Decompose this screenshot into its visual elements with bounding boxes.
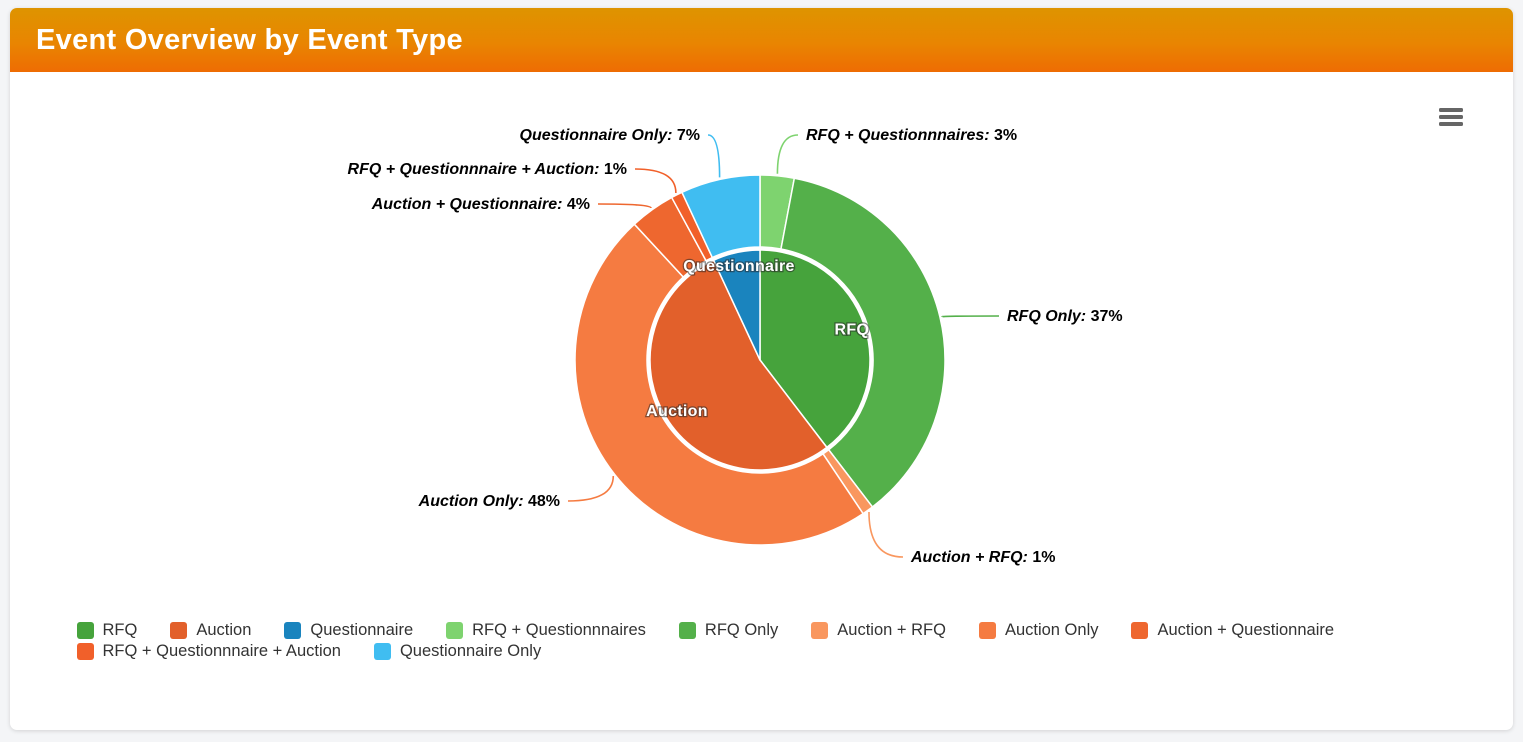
data-label-auction-questionnaire: Auction + Questionnaire: 4% (371, 196, 590, 213)
hamburger-icon (1439, 108, 1463, 126)
inner-label-auction: Auction (646, 403, 708, 420)
pie-slice-rfq[interactable] (759, 249, 871, 449)
legend-swatch-rfq (76, 622, 94, 639)
legend-label-auction-rfq: Auction + RFQ (837, 621, 946, 639)
panel-title: Event Overview by Event Type (36, 23, 463, 56)
ring-slice-rfq-only[interactable] (780, 177, 946, 508)
legend-item-rfq-only[interactable]: RFQ Only (678, 620, 779, 641)
legend-swatch-questionnaire (284, 622, 302, 639)
legend-label-auction-only: Auction Only (1004, 621, 1099, 639)
ring-slice-questionnaire-only[interactable] (681, 174, 761, 259)
inner-label-rfq: RFQ (835, 322, 870, 339)
label-connector-rfq-questionnnaires (776, 134, 799, 174)
label-connector-rfq-only (941, 315, 1000, 318)
label-connector-auction-only (567, 475, 615, 502)
pie-slice-questionnaire[interactable] (712, 249, 761, 361)
event-overview-panel: Event Overview by Event Type RFQ Auction Q… (10, 8, 1513, 730)
legend-swatch-auction-questionnaire (1131, 622, 1149, 639)
legend-swatch-questionnaire-only (373, 643, 391, 660)
inner-label-questionnaire: Questionnaire (683, 258, 794, 275)
legend-swatch-rfq-questionnnaire-auction (76, 643, 94, 660)
legend-label-rfq-only: RFQ Only (704, 621, 779, 639)
label-connector-rfq-questionnnaire-auction (634, 168, 677, 194)
legend-label-questionnaire-only: Questionnaire Only (399, 642, 542, 660)
legend-item-questionnaire-only[interactable]: Questionnaire Only (373, 641, 542, 662)
panel-header: Event Overview by Event Type (10, 8, 1513, 72)
legend-item-questionnaire[interactable]: Questionnaire (284, 620, 413, 641)
data-label-auction-only: Auction Only: 48% (418, 493, 560, 510)
pie-slice-auction[interactable] (649, 259, 828, 471)
legend-label-rfq: RFQ (102, 621, 138, 639)
chart-export-menu-button[interactable] (1435, 104, 1467, 130)
data-label-auction-rfq: Auction + RFQ: 1% (910, 549, 1055, 566)
legend-label-auction-questionnaire: Auction + Questionnaire (1157, 621, 1335, 639)
legend-swatch-auction (170, 622, 188, 639)
chart-container: RFQ Auction Questionnaire RFQ + Questionnna… (10, 72, 1513, 730)
data-label-rfq-questionnnaire-auction: RFQ + Questionnnaire + Auction: 1% (348, 161, 627, 178)
data-label-rfq-questionnnaires: RFQ + Questionnnaires: 3% (806, 127, 1017, 144)
legend-label-auction: Auction (196, 621, 252, 639)
label-connector-auction-questionnaire (597, 203, 652, 209)
legend-swatch-rfq-only (678, 622, 696, 639)
label-connector-auction-rfq (868, 511, 904, 558)
legend-label-rfq-questionnnaires: RFQ + Questionnnaires (472, 621, 646, 639)
label-connector-questionnaire-only (707, 134, 721, 178)
legend-item-rfq-questionnnaires[interactable]: RFQ + Questionnnaires (446, 620, 646, 641)
legend-item-auction-only[interactable]: Auction Only (978, 620, 1099, 641)
legend-item-auction-questionnaire[interactable]: Auction + Questionnaire (1131, 620, 1334, 641)
ring-slice-auction-only[interactable] (574, 223, 864, 546)
legend-swatch-rfq-questionnnaires (446, 622, 464, 639)
legend-swatch-auction-rfq (811, 622, 829, 639)
legend-item-auction[interactable]: Auction (170, 620, 251, 641)
legend-item-rfq[interactable]: RFQ (76, 620, 138, 641)
donut-chart: RFQ Auction Questionnaire RFQ + Questionnna… (348, 127, 1123, 566)
legend-item-auction-rfq[interactable]: Auction + RFQ (811, 620, 946, 641)
data-label-questionnaire-only: Questionnaire Only: 7% (520, 127, 700, 144)
legend-item-rfq-questionnnaire-auction[interactable]: RFQ + Questionnnaire + Auction (76, 641, 341, 662)
legend-label-rfq-questionnnaire-auction: RFQ + Questionnnaire + Auction (102, 642, 341, 660)
data-label-rfq-only: RFQ Only: 37% (1007, 308, 1123, 325)
legend-label-questionnaire: Questionnaire (310, 621, 414, 639)
legend-swatch-auction-only (978, 622, 996, 639)
chart-legend: RFQ Auction Questionnaire RFQ + Questionnna… (76, 620, 1447, 662)
